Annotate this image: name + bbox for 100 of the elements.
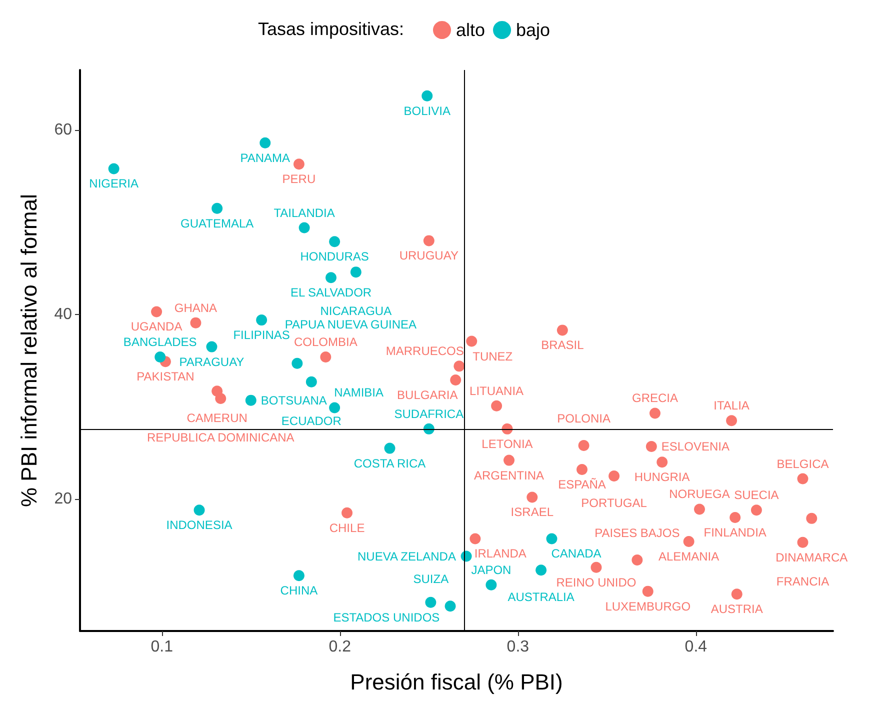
annotation: CHINA [280,584,318,598]
annotation: ALEMANIA [658,550,720,564]
point [726,415,738,426]
point [608,470,620,482]
annotation: TAILANDIA [274,206,335,220]
annotation: ECUADOR [281,414,342,428]
annotation: GUATEMALA [180,216,254,230]
annotation: FINLANDIA [704,526,766,540]
annotation: COLOMBIA [294,334,358,349]
point [526,492,538,503]
x-tick-label: 0.1 [150,638,174,656]
point [293,158,304,170]
point [797,536,808,548]
annotation: NORUEGA [669,487,730,502]
annotation: PAKISTAN [136,370,194,384]
point [750,504,762,516]
point [292,358,303,369]
point [444,600,456,612]
point [536,564,547,576]
annotation: BANGLADES [123,334,197,349]
annotation: CHILE [329,520,365,535]
point [215,392,226,404]
annotation: JAPON [471,562,512,577]
point [546,533,558,544]
point [154,351,166,362]
annotation: AUSTRALIA [508,590,574,604]
annotation: BOLIVIA [404,104,450,118]
point [306,376,317,388]
legend-label: bajo [516,20,550,40]
point [694,504,705,515]
point [656,456,668,468]
annotation: GHANA [174,300,218,315]
annotation: DINAMARCA [776,550,848,564]
point [260,137,271,148]
point [806,512,818,524]
annotation: REINO UNIDO [556,575,636,590]
point [649,408,660,419]
point [108,163,120,174]
x-axis-title: Presión fiscal (% PBI) [350,670,563,694]
annotation: BOTSUANA [260,393,327,408]
annotation: ARGENTINA [474,468,544,482]
x-tick-label: 0.4 [684,638,708,656]
annotation: HONDURAS [300,250,369,264]
annotation: AUSTRIA [710,602,763,616]
point [329,402,340,414]
annotation: ESLOVENIA [661,439,730,454]
point [293,570,304,582]
annotation: ESTADOS UNIDOS [333,610,440,624]
point [797,473,808,484]
point [423,235,434,246]
annotation: SUECIA [734,488,779,502]
y-tick-label: 20 [54,490,72,508]
point [190,317,202,328]
point [486,579,497,590]
y-tick-label: 40 [54,306,72,324]
annotation: NIGERIA [89,176,138,191]
annotation: INDONESIA [166,518,232,532]
point [590,562,602,573]
point [194,504,205,516]
point [425,596,436,608]
annotation: BRASIL [541,338,584,352]
annotation: ESPAÑA [558,478,606,492]
annotation: NAMIBIA [334,386,384,400]
annotation: PERU [282,172,316,186]
annotation: ISRAEL [510,505,554,520]
annotation: PAISES BAJOS [594,526,680,540]
point [151,306,162,318]
y-axis-title: % PBI informal relativo al formal [16,194,42,507]
point [731,588,742,600]
point [576,464,588,476]
annotation: PORTUGAL [581,496,648,510]
point [450,374,462,386]
point [730,512,741,524]
annotation: IRLANDA [474,546,526,561]
legend-title: Tasas impositivas: [258,19,404,39]
annotation: SUDAFRICA [394,406,464,421]
point [206,341,218,352]
point [632,554,643,566]
annotation: POLONIA [557,412,610,426]
point [466,336,478,347]
legend-label: alto [456,20,486,40]
annotation: BELGICA [776,456,829,471]
annotation: SUIZA [413,572,449,586]
annotation: TUNEZ [472,349,513,364]
annotation: CAMERUN [186,411,248,426]
point [646,440,657,452]
point [454,360,465,372]
point [320,351,332,362]
point [683,536,694,547]
point [422,90,433,102]
annotation: EL SALVADOR [290,286,372,300]
annotation: NUEVA ZELANDA [357,549,456,564]
point [578,440,590,452]
y-tick-label: 60 [54,121,72,138]
point [491,400,502,412]
point [504,454,515,466]
point [642,586,654,597]
annotation: REPUBLICA DOMINICANA [146,430,294,444]
annotation: URUGUAY [399,248,458,263]
annotation: UGANDA [130,320,182,334]
